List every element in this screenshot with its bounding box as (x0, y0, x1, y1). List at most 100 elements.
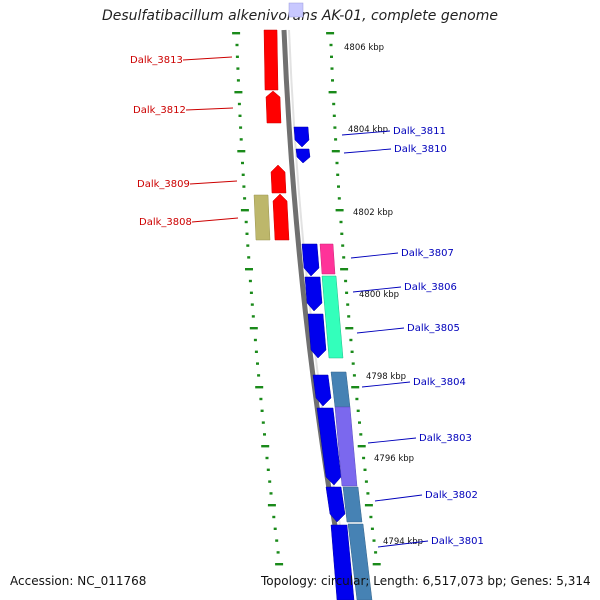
gene-dalk-3805-block[interactable] (307, 313, 327, 359)
gene-leader-line (191, 217, 239, 223)
left-tick (251, 315, 255, 318)
left-tick (268, 480, 272, 483)
gene-label-dalk-3811[interactable]: Dalk_3811 (393, 126, 446, 137)
gene-label-dalk-3801[interactable]: Dalk_3801 (431, 536, 484, 547)
gene-label-dalk-3810[interactable]: Dalk_3810 (394, 144, 447, 155)
right-tick (331, 79, 334, 82)
right-tick (357, 445, 366, 448)
right-tick (345, 291, 349, 294)
right-tick-track (326, 32, 381, 566)
gene-leader-line (377, 540, 429, 548)
gene-dalk-3810-block[interactable] (295, 148, 311, 164)
kbp-label: 4802 kbp (353, 208, 393, 218)
left-tick (243, 197, 247, 200)
left-tick (247, 256, 251, 259)
gene-dalk-3806-block[interactable] (304, 276, 323, 312)
right-tick (345, 327, 354, 330)
gene-dalk-3809-block[interactable] (270, 164, 287, 194)
left-tick (239, 126, 243, 129)
left-tick (242, 185, 246, 188)
left-tick (249, 327, 258, 330)
right-tick (333, 126, 337, 129)
left-tick (267, 504, 276, 507)
left-tick (254, 350, 258, 353)
left-tick (255, 386, 264, 389)
gene-leader-line (341, 130, 391, 136)
left-tick (241, 161, 244, 165)
right-tick (374, 551, 378, 554)
left-tick-track (232, 32, 284, 566)
gene-label-dalk-3806[interactable]: Dalk_3806 (404, 282, 457, 293)
right-gene-labels: Dalk_3811 Dalk_3810 Dalk_3807 Dalk_3806 Dalk… (341, 126, 484, 548)
kbp-label: 4800 kbp (359, 290, 399, 300)
gene-label-dalk-3804[interactable]: Dalk_3804 (413, 377, 466, 388)
right-tick (364, 504, 373, 507)
gene-dalk-3811-block[interactable] (293, 126, 310, 148)
gene-leader-line (182, 56, 233, 61)
gene-dalk-3802-block[interactable] (325, 486, 346, 523)
left-tick (260, 409, 264, 412)
right-tick (340, 232, 344, 235)
left-tick (265, 456, 269, 460)
right-tick (366, 492, 370, 495)
right-tick (372, 539, 376, 542)
kbp-label: 4796 kbp (374, 454, 414, 464)
left-tick (275, 563, 284, 566)
left-tick (261, 445, 270, 448)
left-tick (237, 150, 246, 153)
gene-dalk-3813-block[interactable] (263, 29, 279, 91)
right-tick (352, 374, 356, 377)
right-tick (332, 102, 336, 106)
left-tick (266, 468, 270, 471)
gene-label-dalk-3813[interactable]: Dalk_3813 (130, 55, 183, 66)
right-tick (335, 209, 344, 212)
olive-gene-block (253, 194, 271, 241)
left-tick (273, 527, 277, 530)
right-tick (344, 279, 348, 283)
left-tick (236, 79, 240, 82)
gene-dalk-3801-block[interactable] (330, 524, 355, 600)
magenta-feature-block (319, 243, 336, 275)
right-tick (329, 43, 333, 47)
right-tick (355, 397, 359, 401)
purple-feature-block (334, 406, 358, 487)
left-tick (256, 362, 259, 365)
gene-dalk-3808-block[interactable] (272, 193, 290, 241)
gene-label-dalk-3807[interactable]: Dalk_3807 (401, 248, 454, 259)
left-tick (269, 492, 273, 495)
left-tick (250, 303, 254, 306)
left-tick (253, 338, 257, 342)
steel-feature-block-upper (330, 371, 351, 408)
gene-label-dalk-3805[interactable]: Dalk_3805 (407, 323, 460, 334)
kbp-label: 4806 kbp (344, 43, 384, 53)
left-tick (232, 32, 241, 35)
kbp-label: 4798 kbp (366, 372, 406, 382)
gene-label-dalk-3808[interactable]: Dalk_3808 (139, 217, 192, 228)
gene-dalk-3812-block[interactable] (265, 90, 282, 124)
right-tick (339, 220, 343, 224)
gene-label-dalk-3803[interactable]: Dalk_3803 (419, 433, 472, 444)
gene-dalk-3803-block[interactable] (316, 407, 342, 486)
genome-summary-text: Topology: circular; Length: 6,517,073 bp… (261, 574, 591, 588)
gene-leader-line (343, 148, 392, 154)
gene-dalk-3804-block[interactable] (312, 374, 332, 407)
left-tick (257, 374, 261, 377)
right-tick (332, 114, 336, 117)
left-tick (235, 43, 239, 47)
top-feature-block (288, 2, 304, 18)
gene-dalk-3807-block[interactable] (301, 243, 320, 277)
gene-label-dalk-3802[interactable]: Dalk_3802 (425, 490, 478, 501)
right-tick (350, 350, 354, 353)
right-tick (342, 256, 346, 259)
right-tick (372, 563, 381, 566)
gene-label-dalk-3812[interactable]: Dalk_3812 (133, 105, 186, 116)
left-tick (240, 209, 249, 212)
kbp-label: 4794 kbp (383, 537, 423, 547)
left-tick (239, 138, 243, 141)
right-tick (335, 161, 339, 165)
kbp-labels: 4806 kbp 4804 kbp 4802 kbp 4800 kbp 4798 kbp… (344, 43, 423, 547)
left-tick (275, 539, 279, 542)
right-tick (370, 527, 374, 530)
gene-label-dalk-3809[interactable]: Dalk_3809 (137, 179, 190, 190)
